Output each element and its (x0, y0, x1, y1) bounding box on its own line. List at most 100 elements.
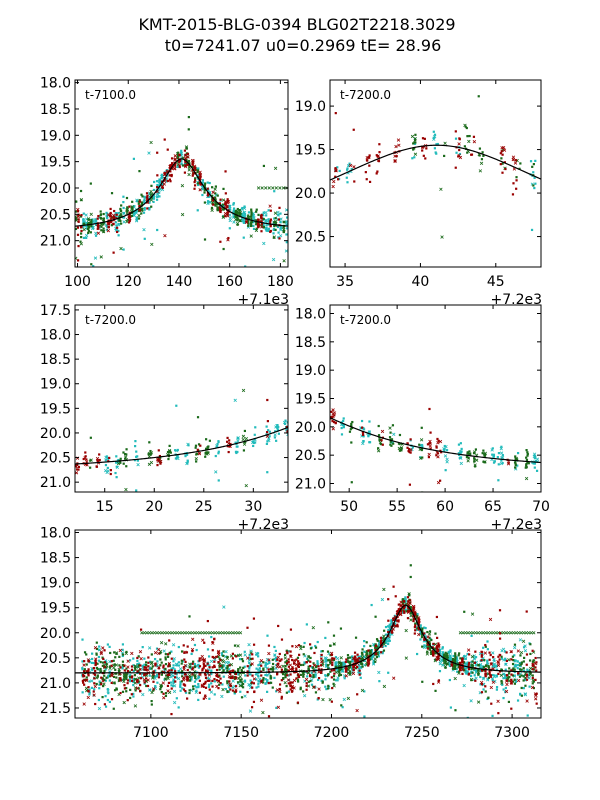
p5-point-red (280, 658, 283, 661)
p5-point-cyan (208, 683, 211, 686)
p5-point-green-cross (159, 641, 164, 645)
p2-point-red (364, 171, 367, 174)
p5-point-red-cross (516, 649, 521, 653)
p5-point-cyan (155, 675, 159, 678)
p5-point-red (297, 644, 301, 647)
p5-point-cyan (486, 640, 489, 643)
p4-point-red-cross (332, 411, 337, 415)
p5-point-red (289, 673, 292, 676)
p5-point-green (445, 662, 449, 665)
p1-point-red (168, 174, 171, 177)
p5-point-cyan (92, 661, 96, 665)
p1-point-green (236, 219, 239, 222)
p5-point-green (222, 654, 225, 657)
p5-point-green (269, 681, 273, 684)
p5-point-red-cross (85, 678, 89, 682)
p1-point-green (138, 170, 141, 173)
p5-point-cyan (343, 677, 346, 680)
p5-point-red (158, 672, 161, 675)
p3-point-cyan (265, 425, 268, 428)
p5-point-red (488, 672, 491, 675)
p3-point-green-cross (241, 434, 246, 439)
p5-point-red (186, 645, 189, 648)
p5-ytick-label: 18.5 (40, 551, 71, 567)
p2-point-cyan (411, 157, 414, 160)
panel-1: 100 120 140 160 18018.018.519.019.520.020.52… (40, 76, 294, 308)
p5-point-red (166, 684, 170, 687)
p1-point-cyan (208, 181, 211, 185)
p4-point-green (483, 454, 487, 457)
p5-point-green (180, 659, 183, 662)
p5-point-cyan (314, 686, 317, 689)
p4-point-green (526, 461, 529, 464)
p5-point-red (219, 677, 222, 680)
p4-point-green (473, 457, 476, 460)
p1-point-red (219, 210, 222, 213)
p5-point-green (150, 653, 153, 656)
p1-point-green (272, 236, 275, 239)
p3-point-green (89, 459, 92, 462)
p4-point-cyan (457, 443, 461, 446)
p4-point-cyan (497, 463, 500, 466)
p5-point-red (330, 676, 333, 679)
p5-point-red-cross (183, 664, 187, 668)
p2-point-red (366, 159, 369, 162)
p5-point-red (412, 608, 415, 611)
p4-point-green (400, 448, 403, 452)
p5-point-cyan (221, 683, 224, 686)
p5-point-cyan (288, 678, 291, 682)
p1-point-red (278, 206, 281, 209)
p5-point-red (217, 679, 220, 683)
p2-point-red-cross (472, 140, 477, 144)
p5-point-green-cross (180, 631, 184, 635)
p5-point-red-cross (319, 660, 324, 664)
p5-point-red (231, 689, 235, 692)
p5-point-red (253, 690, 256, 694)
p5-point-cyan-cross (90, 679, 94, 683)
p3-point-cyan (186, 460, 189, 463)
p5-point-green-cross (133, 704, 138, 708)
p4-point-green (390, 438, 394, 441)
p1-point-green (214, 203, 217, 206)
p5-point-cyan (378, 640, 381, 644)
p1-point-cyan (279, 225, 283, 228)
p2-point-red-cross (397, 143, 401, 147)
p5-point-cyan (208, 664, 211, 667)
p5-point-red-cross (276, 655, 280, 660)
p5-point-red (126, 679, 130, 682)
p5-point-red (392, 618, 395, 621)
p5-point-green (285, 671, 288, 674)
p5-point-cyan (316, 698, 319, 701)
p5-point-red (83, 683, 86, 686)
p1-point-red (170, 157, 174, 160)
p5-point-red (396, 625, 399, 628)
p3-point-red (77, 468, 80, 471)
p5-point-red (158, 673, 161, 676)
p5-point-red (387, 598, 390, 601)
p5-point-red-cross (202, 659, 207, 663)
p5-point-red (499, 654, 502, 657)
p1-point-cyan (196, 174, 200, 177)
p5-point-green (507, 700, 511, 704)
p5-point-green (218, 668, 221, 671)
p3-point-green (205, 447, 208, 450)
p1-point-cyan (285, 233, 288, 236)
p5-point-green-cross (238, 653, 243, 657)
p2-point-red (512, 158, 515, 161)
p4-point-green (525, 456, 528, 459)
p5-point-green (434, 689, 437, 692)
p5-point-red (92, 672, 95, 675)
p3-point-red (228, 445, 231, 448)
p1-point-green-cross (137, 213, 141, 218)
p5-point-cyan (314, 673, 317, 677)
p1-point-red (226, 198, 229, 201)
p5-point-cyan (121, 667, 124, 670)
p5-point-green (188, 665, 192, 668)
p5-point-cyan (486, 672, 489, 676)
p5-point-green (327, 687, 330, 690)
p5-point-cyan (81, 691, 84, 694)
p5-point-red-cross (509, 681, 514, 685)
p1-point-cyan (232, 215, 235, 219)
p5-point-red (305, 684, 308, 688)
p2-point-red (501, 171, 504, 174)
